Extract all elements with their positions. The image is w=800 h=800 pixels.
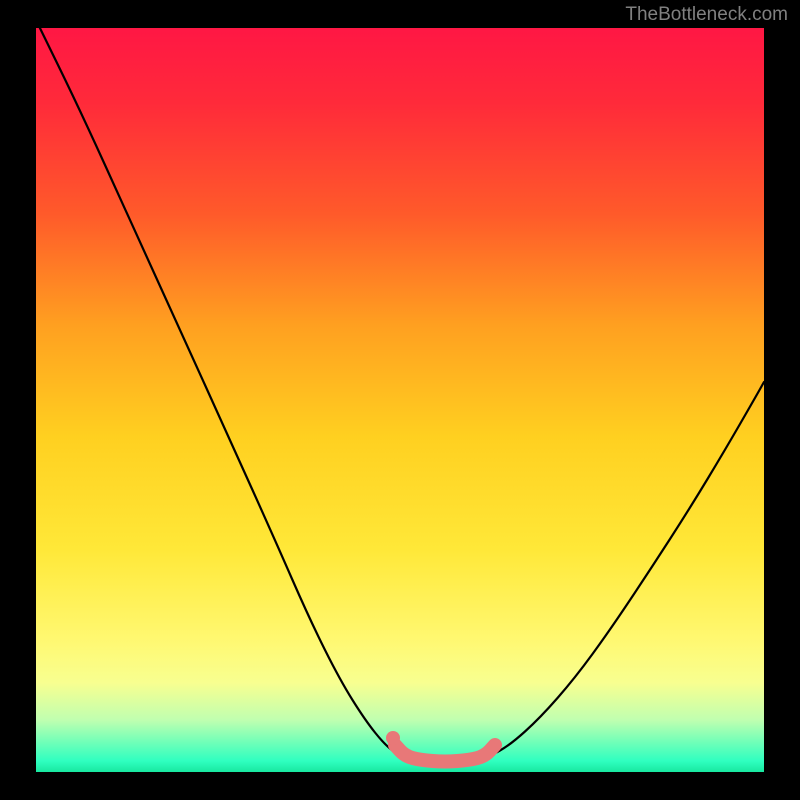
highlight-dot <box>386 731 400 745</box>
plot-gradient-area <box>36 28 764 772</box>
chart-container: TheBottleneck.com <box>0 0 800 800</box>
chart-svg <box>0 0 800 800</box>
watermark-text: TheBottleneck.com <box>625 4 788 26</box>
